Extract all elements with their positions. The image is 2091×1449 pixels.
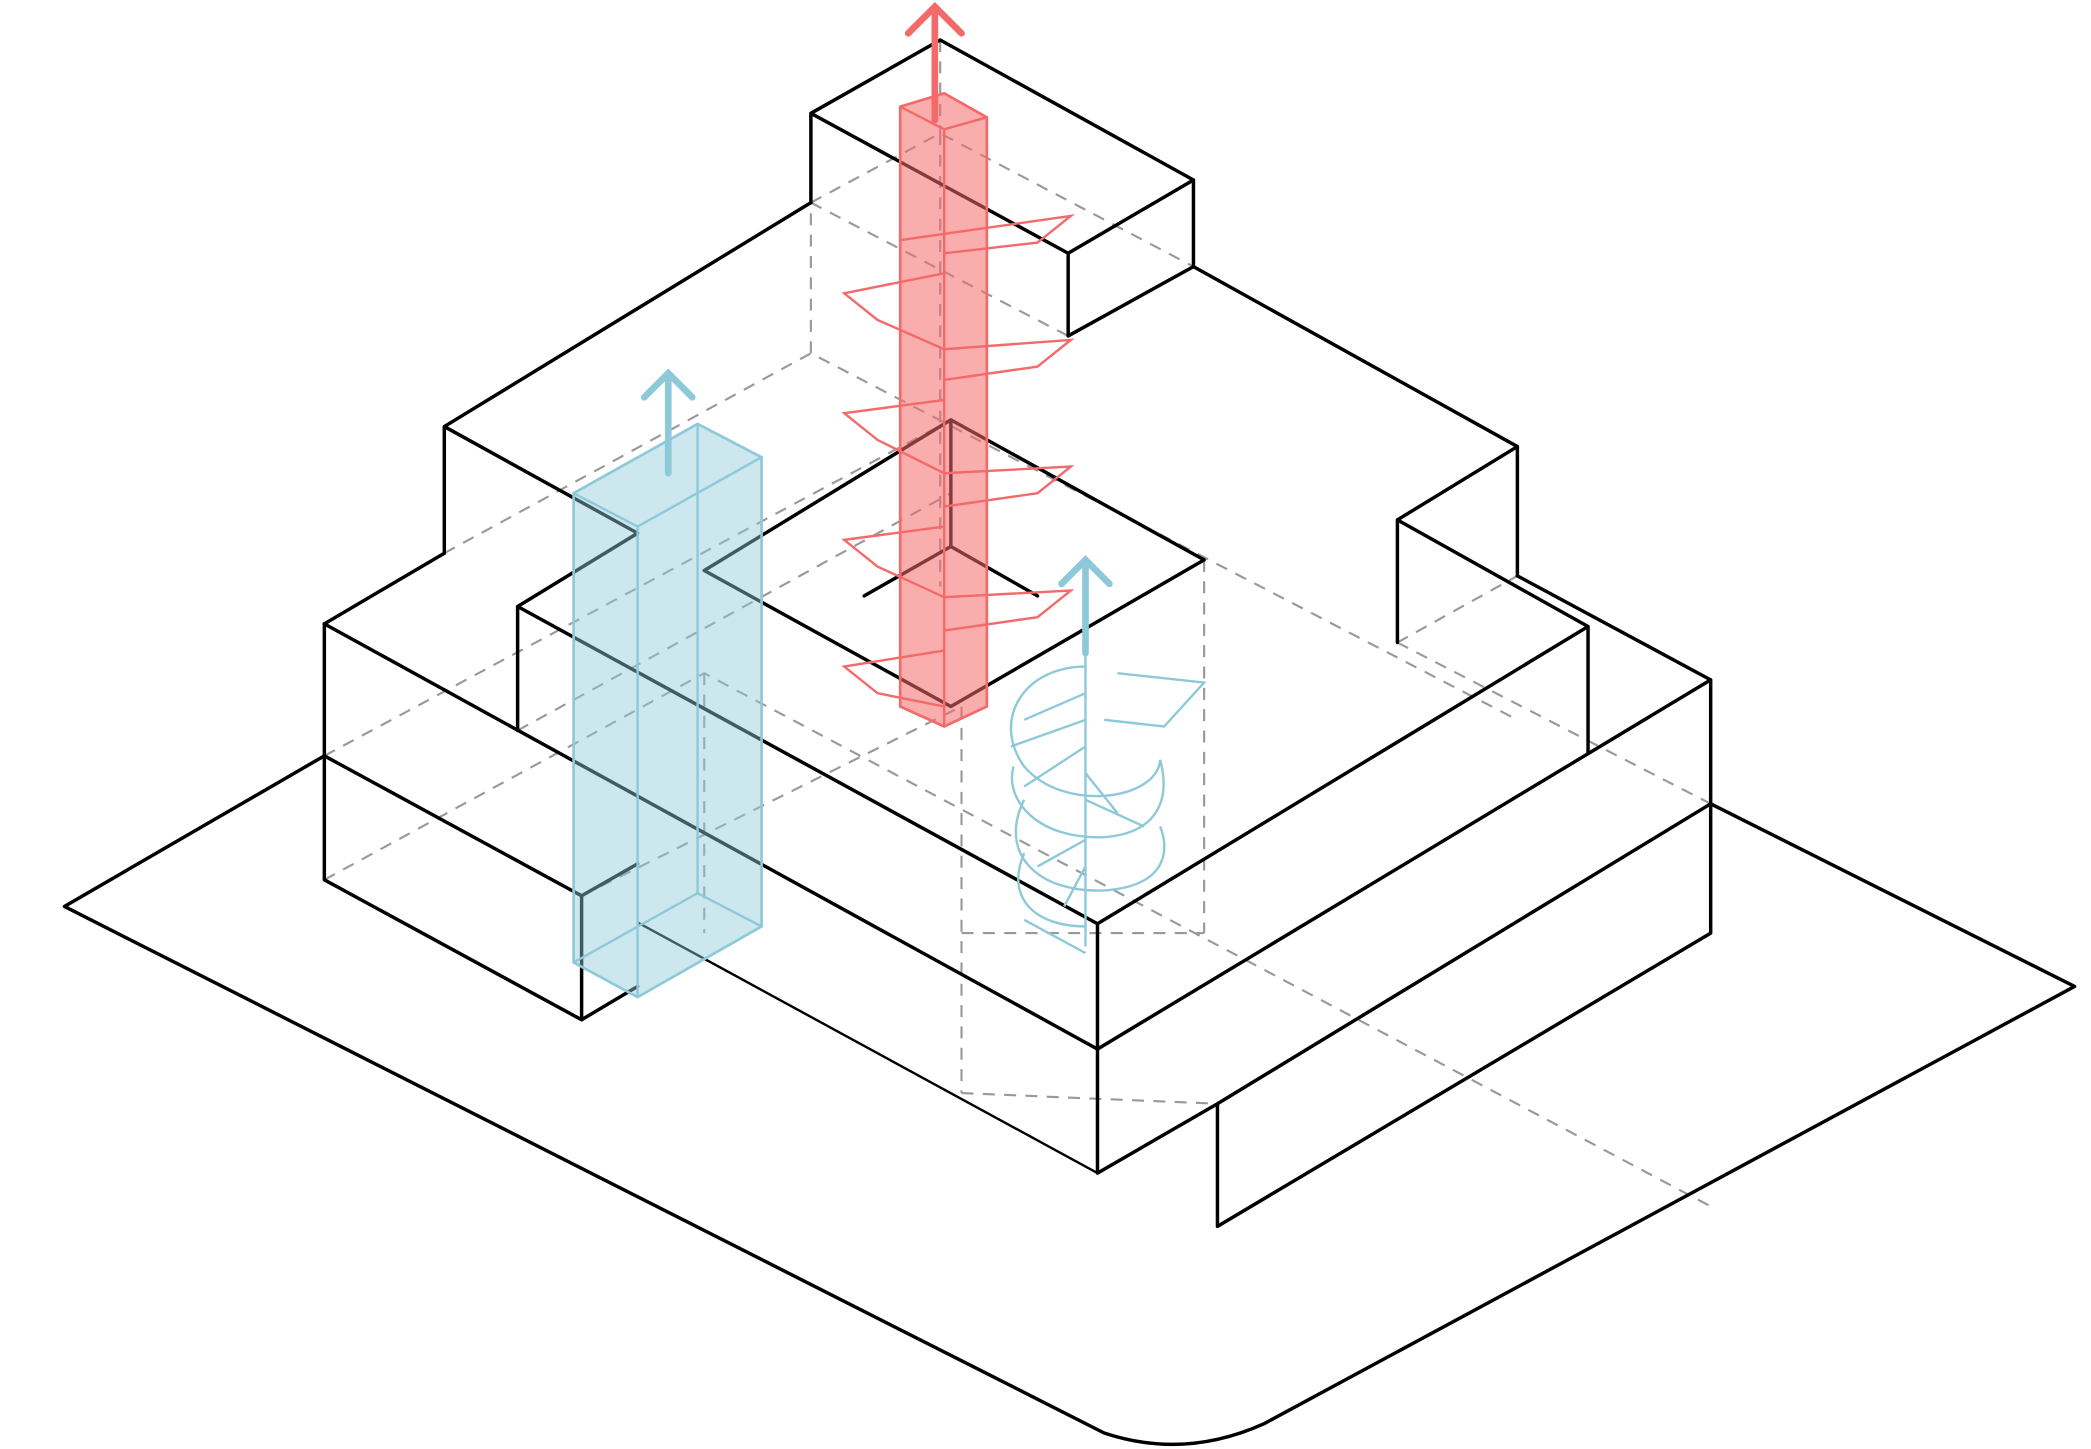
top-box — [809, 38, 1196, 338]
arrow-up — [904, 1, 965, 124]
spiral-stair — [1009, 555, 1207, 955]
arrow-up — [1058, 555, 1113, 657]
stair-shaft — [841, 1, 1076, 728]
arrow-up — [640, 368, 696, 477]
ground-plate — [62, 754, 2077, 1447]
lower-tier — [322, 551, 1713, 1229]
hidden-edges — [323, 39, 1712, 1208]
lift-shaft — [572, 368, 763, 999]
